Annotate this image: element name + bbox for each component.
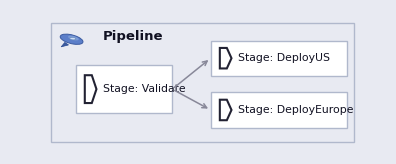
FancyBboxPatch shape — [51, 23, 354, 142]
FancyBboxPatch shape — [76, 65, 172, 113]
Polygon shape — [85, 75, 97, 103]
FancyBboxPatch shape — [211, 41, 347, 76]
Ellipse shape — [70, 37, 76, 40]
Text: Stage: Validate: Stage: Validate — [103, 84, 185, 94]
Polygon shape — [220, 48, 232, 68]
Text: Stage: DeployUS: Stage: DeployUS — [238, 53, 329, 63]
Ellipse shape — [68, 36, 79, 40]
Text: Stage: DeployEurope: Stage: DeployEurope — [238, 105, 353, 115]
Text: Pipeline: Pipeline — [103, 30, 164, 43]
FancyBboxPatch shape — [211, 92, 347, 128]
Polygon shape — [220, 100, 232, 120]
Polygon shape — [61, 42, 69, 47]
Ellipse shape — [60, 34, 83, 44]
